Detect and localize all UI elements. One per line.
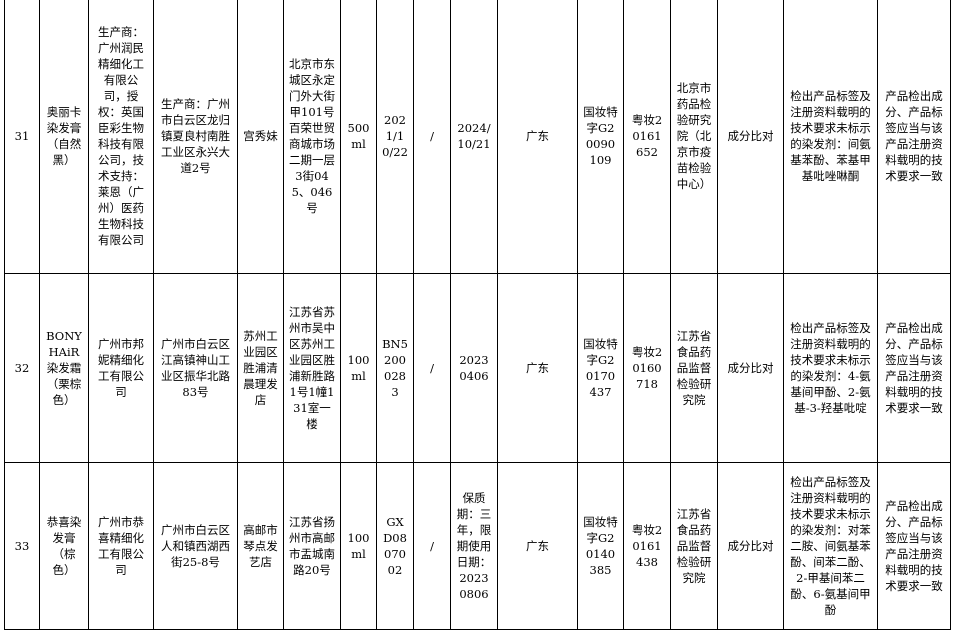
cell-approval: 国妆特字G20090109 <box>577 0 624 274</box>
table-row: 31 奥丽卡染发膏（自然黑） 生产商：广州润民精细化工有限公司，授权：英国臣彩生物科… <box>4 0 951 274</box>
cell-requirement: 产品检出成分、产品标签应当与该产品注册资料载明的技术要求一致 <box>877 0 951 274</box>
cell-license: 粤妆20160718 <box>623 273 671 463</box>
cell-method: 成分比对 <box>717 0 784 274</box>
cell-province: 广东 <box>497 273 578 463</box>
cell-col8: / <box>413 0 451 274</box>
cell-batch: GXD0807002 <box>376 462 414 630</box>
cell-approval: 国妆特字G20170437 <box>577 273 624 463</box>
cell-address: 广州市白云区江高镇神山工业区振华北路83号 <box>153 273 238 463</box>
cell-spec: 500ml <box>340 0 377 274</box>
cell-date: 2024/10/21 <box>450 0 498 274</box>
cell-finding: 检出产品标签及注册资料载明的技术要求未标示的染发剂：间氨基苯酚、苯基甲基吡唑啉酮 <box>783 0 878 274</box>
inspection-results-table: 31 奥丽卡染发膏（自然黑） 生产商：广州润民精细化工有限公司，授权：英国臣彩生物科… <box>4 0 951 630</box>
cell-province: 广东 <box>497 0 578 274</box>
cell-no: 32 <box>4 273 40 463</box>
cell-finding: 检出产品标签及注册资料载明的技术要求未标示的染发剂：4-氨基间甲酚、2-氨基-3… <box>783 273 878 463</box>
cell-batch: 2021/10/22 <box>376 0 414 274</box>
cell-date: 20230406 <box>450 273 498 463</box>
table-row: 32 BONY HAiR染发霜（栗棕色） 广州市邦妮精细化工有限公司 广州市白云区江高… <box>4 273 951 463</box>
cell-no: 31 <box>4 0 40 274</box>
cell-address: 广州市白云区人和镇西湖西街25-8号 <box>153 462 238 630</box>
cell-lab: 北京市药品检验研究院（北京市疫苗检验中心） <box>670 0 718 274</box>
cell-province: 广东 <box>497 462 578 630</box>
cell-seller-address: 北京市东城区永定门外大街甲101号百荣世贸商城市场二期一层3街045、046号 <box>283 0 341 274</box>
cell-seller: 苏州工业园区胜浦清晨理发店 <box>237 273 284 463</box>
cell-method: 成分比对 <box>717 273 784 463</box>
cell-spec: 100ml <box>340 462 377 630</box>
cell-no: 33 <box>4 462 40 630</box>
cell-product: BONY HAiR染发霜（栗棕色） <box>39 273 89 463</box>
cell-product: 奥丽卡染发膏（自然黑） <box>39 0 89 274</box>
cell-license: 粤妆20161652 <box>623 0 671 274</box>
cell-product: 恭喜染发膏（棕色） <box>39 462 89 630</box>
cell-seller-address: 江苏省苏州市吴中区苏州工业园区胜浦新胜路1号1幢131室一楼 <box>283 273 341 463</box>
cell-date: 保质期：三年，限期使用日期：20230806 <box>450 462 498 630</box>
table-row: 33 恭喜染发膏（棕色） 广州市恭喜精细化工有限公司 广州市白云区人和镇西湖西街25-… <box>4 462 951 630</box>
cell-batch: BN52000283 <box>376 273 414 463</box>
cell-col8: / <box>413 273 451 463</box>
cell-seller: 宫秀妹 <box>237 0 284 274</box>
cell-manufacturer: 生产商：广州润民精细化工有限公司，授权：英国臣彩生物科技有限公司，技术支持：莱恩… <box>88 0 154 274</box>
cell-address: 生产商：广州市白云区龙归镇夏良村南胜工业区永兴大道2号 <box>153 0 238 274</box>
cell-col8: / <box>413 462 451 630</box>
cell-manufacturer: 广州市邦妮精细化工有限公司 <box>88 273 154 463</box>
cell-lab: 江苏省食品药品监督检验研究院 <box>670 273 718 463</box>
cell-seller-address: 江苏省扬州市高邮市盂城南路20号 <box>283 462 341 630</box>
cell-method: 成分比对 <box>717 462 784 630</box>
cell-lab: 江苏省食品药品监督检验研究院 <box>670 462 718 630</box>
cell-seller: 高邮市琴点发艺店 <box>237 462 284 630</box>
cell-requirement: 产品检出成分、产品标签应当与该产品注册资料载明的技术要求一致 <box>877 462 951 630</box>
cell-finding: 检出产品标签及注册资料载明的技术要求未标示的染发剂：对苯二胺、间氨基苯酚、间苯二… <box>783 462 878 630</box>
cell-spec: 100ml <box>340 273 377 463</box>
cell-requirement: 产品检出成分、产品标签应当与该产品注册资料载明的技术要求一致 <box>877 273 951 463</box>
cell-approval: 国妆特字G20140385 <box>577 462 624 630</box>
cell-manufacturer: 广州市恭喜精细化工有限公司 <box>88 462 154 630</box>
cell-license: 粤妆20161438 <box>623 462 671 630</box>
